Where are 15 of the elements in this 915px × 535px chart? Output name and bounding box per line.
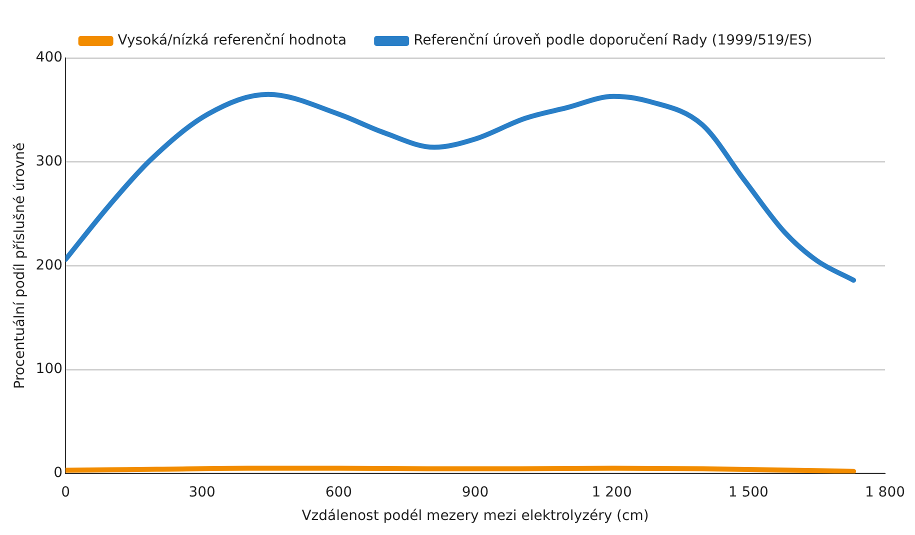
y-axis-title: Procentuální podíl příslušné úrovně xyxy=(12,142,28,389)
x-tick-label: 1 500 xyxy=(728,484,768,500)
x-axis-title: Vzdálenost podél mezery mezi elektrolyzéry (cm) xyxy=(302,508,649,524)
x-tick-label: 900 xyxy=(462,484,489,500)
y-tick-label: 0 xyxy=(54,465,63,482)
legend-label: Vysoká/nízká referenční hodnota xyxy=(118,32,347,49)
y-tick-label: 300 xyxy=(36,153,63,170)
x-tick-label: 1 200 xyxy=(592,484,632,500)
x-tick-label: 1 800 xyxy=(864,484,906,500)
y-tick-label: 400 xyxy=(36,50,63,66)
legend-label: Referenční úroveň podle doporučení Rady (1999/519/ES) xyxy=(414,32,812,49)
y-tick-label: 200 xyxy=(36,257,63,274)
y-tick-label: 100 xyxy=(36,361,63,378)
x-tick-label: 600 xyxy=(325,484,352,500)
x-tick-label: 300 xyxy=(188,484,216,500)
